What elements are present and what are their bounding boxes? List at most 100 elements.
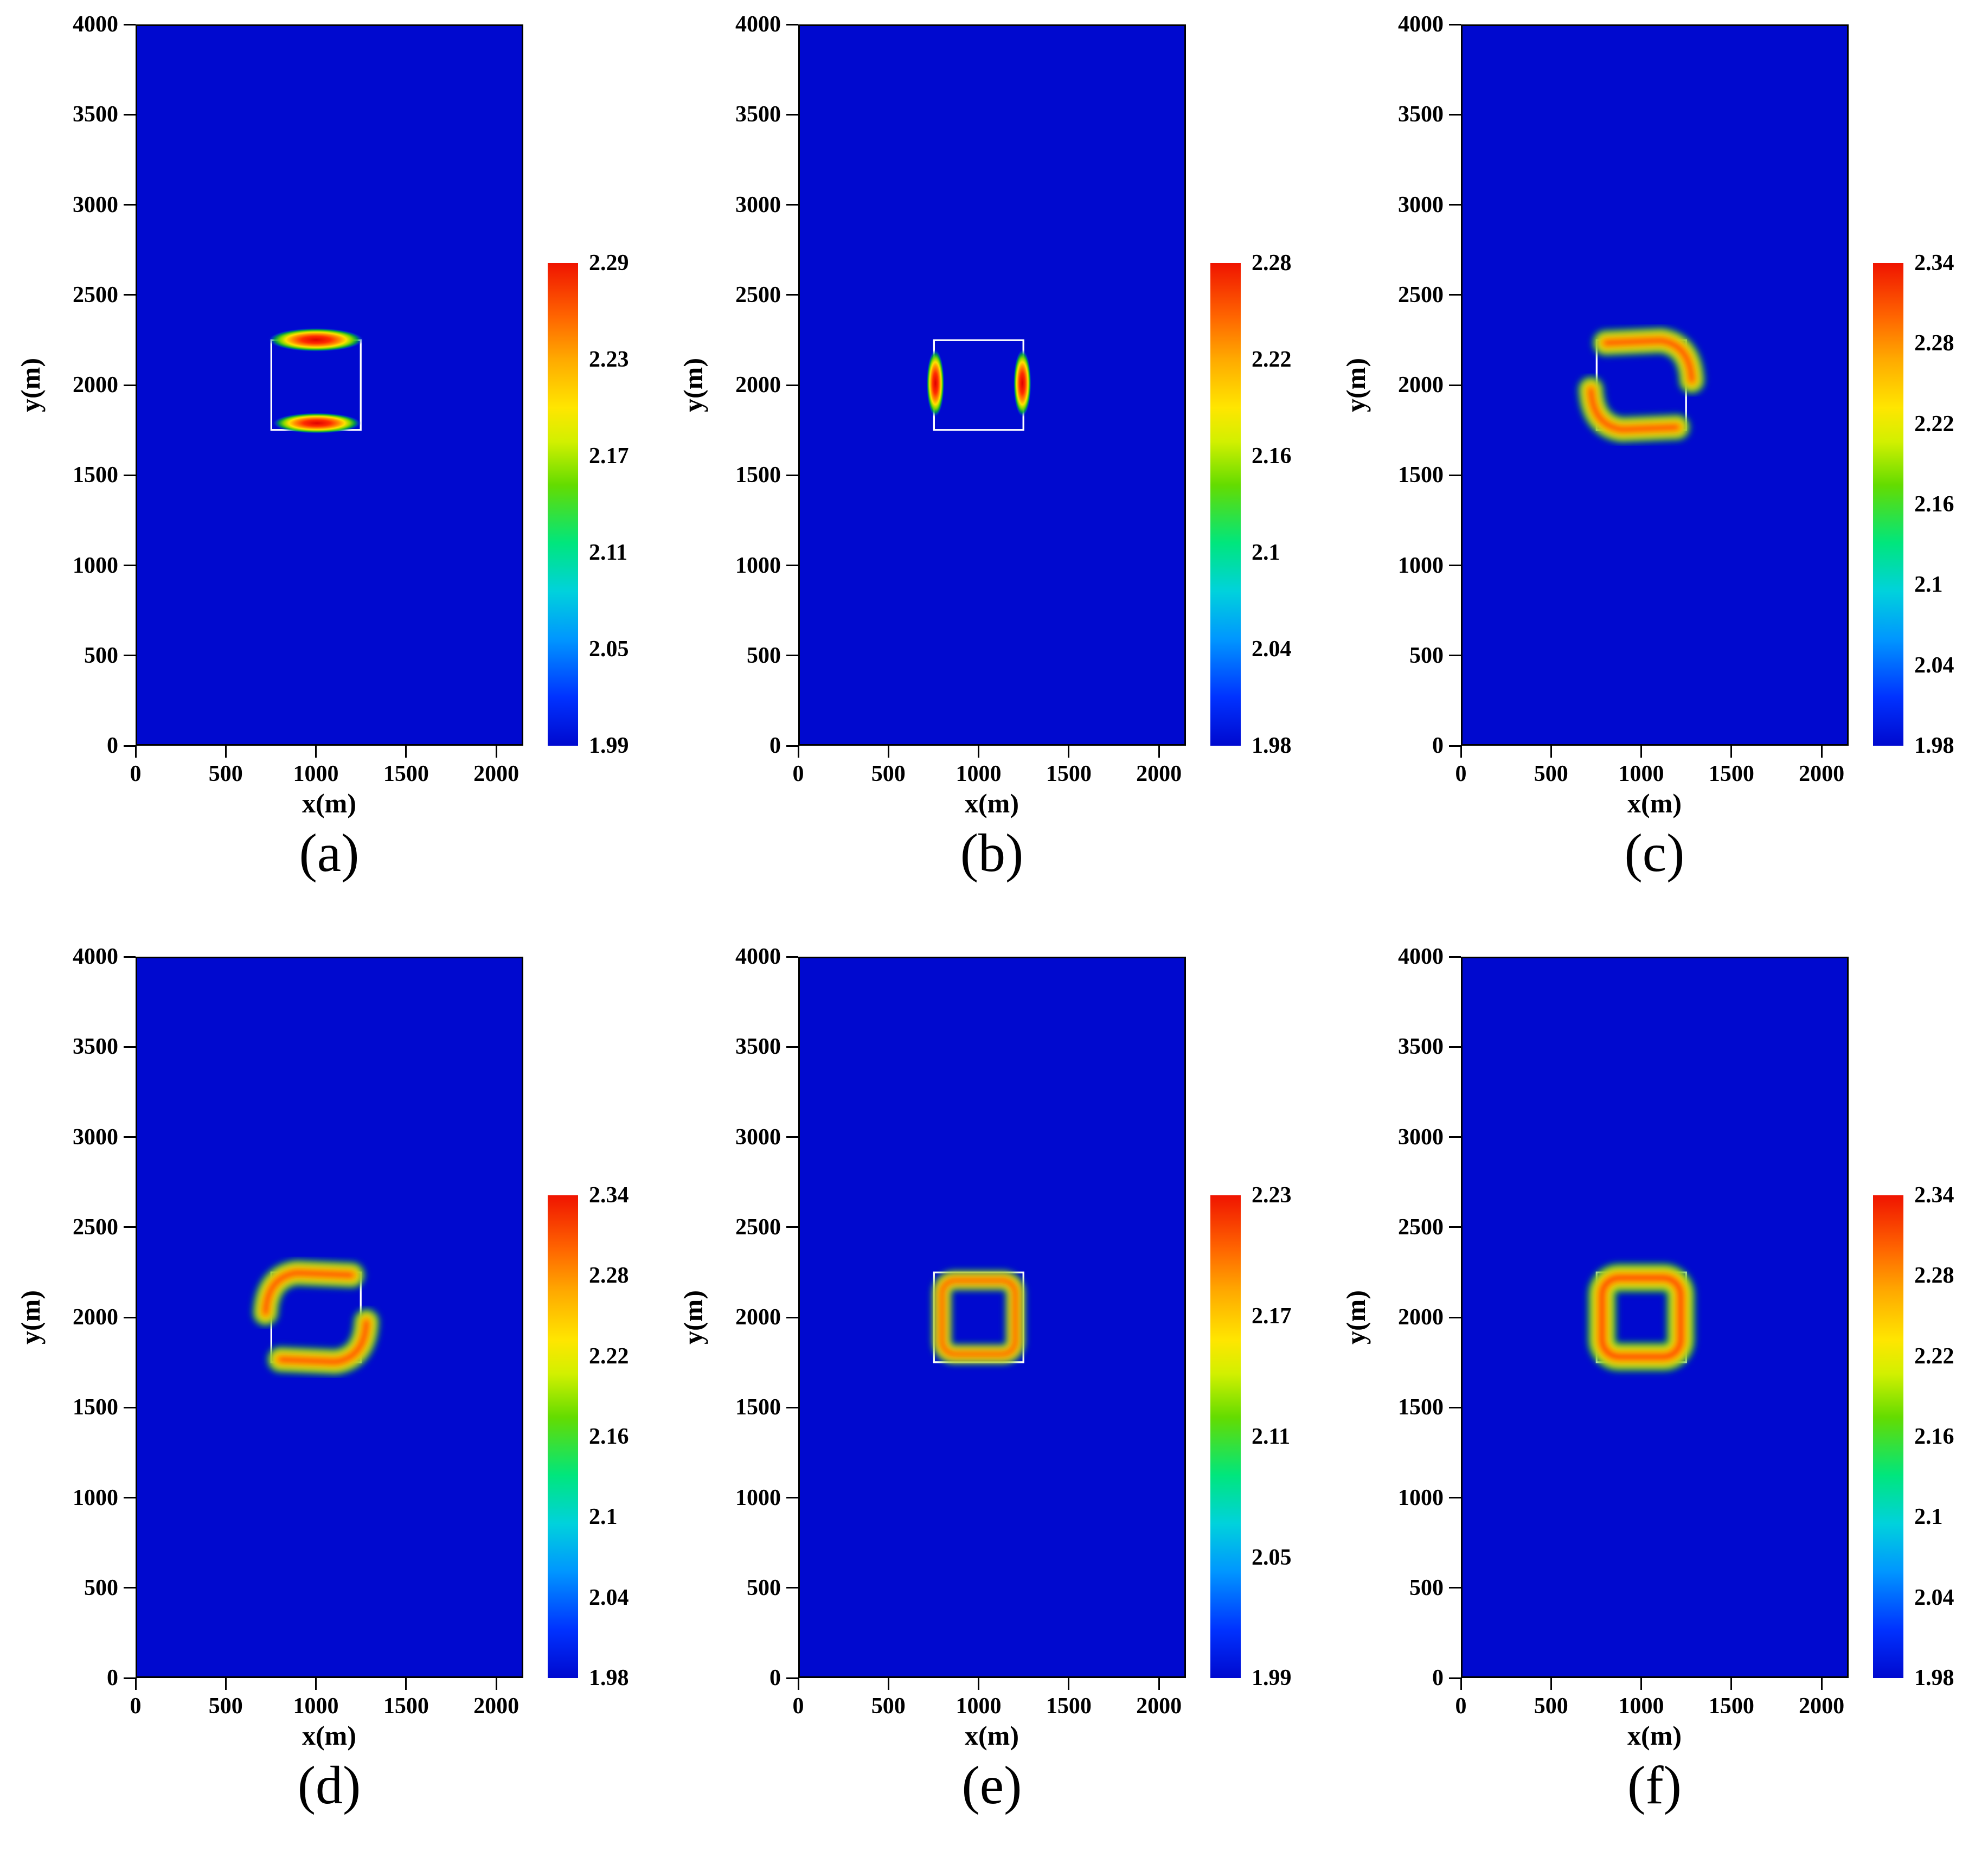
- y-tick: [124, 474, 136, 476]
- plot-area: [136, 24, 523, 746]
- x-tick: [1640, 1678, 1643, 1690]
- y-tick-label: 1500: [735, 463, 781, 488]
- heatmap-canvas: [926, 339, 1031, 431]
- panel-label: (e): [961, 1755, 1022, 1815]
- y-tick-label: 1500: [73, 1395, 118, 1420]
- colorbar-label: 2.16: [1252, 444, 1292, 469]
- panel-label: (d): [297, 1755, 361, 1815]
- y-tick: [124, 1136, 136, 1138]
- y-tick: [124, 655, 136, 657]
- panel-label: (f): [1627, 1755, 1682, 1815]
- y-tick: [786, 1136, 798, 1138]
- colorbar: [548, 263, 578, 746]
- x-tick-label: 500: [871, 1694, 906, 1719]
- x-tick: [887, 1678, 889, 1690]
- y-tick-label: 1000: [1398, 1485, 1444, 1510]
- y-tick-label: 3000: [735, 1124, 781, 1150]
- x-tick: [1158, 1678, 1160, 1690]
- colorbar-label: 2.04: [1914, 1585, 1954, 1610]
- heatmap-canvas: [268, 328, 364, 434]
- y-tick: [1449, 1406, 1461, 1408]
- y-tick: [786, 745, 798, 747]
- y-tick: [786, 956, 798, 958]
- y-tick: [1449, 745, 1461, 747]
- y-tick-label: 4000: [1398, 944, 1444, 969]
- y-tick: [124, 1587, 136, 1589]
- y-tick-label: 2000: [73, 1305, 118, 1330]
- x-tick-label: 1000: [955, 761, 1002, 786]
- y-tick-label: 500: [747, 643, 781, 668]
- y-tick: [1449, 1046, 1461, 1048]
- x-axis-title: x(m): [965, 788, 1019, 818]
- y-tick-label: 1000: [735, 1485, 781, 1510]
- y-tick-label: 4000: [735, 944, 781, 969]
- y-tick: [786, 384, 798, 386]
- y-tick: [124, 1046, 136, 1048]
- x-tick-label: 500: [871, 761, 906, 786]
- y-tick: [1449, 474, 1461, 476]
- y-tick-label: 3000: [73, 1124, 118, 1150]
- y-tick-label: 1000: [1398, 553, 1444, 578]
- x-axis-title: x(m): [965, 1720, 1019, 1751]
- panel-label: (c): [1624, 823, 1685, 883]
- y-tick: [786, 1406, 798, 1408]
- y-tick: [1449, 565, 1461, 566]
- heatmap-canvas: [1587, 1263, 1696, 1372]
- y-tick-label: 2500: [1398, 1214, 1444, 1240]
- colorbar-label: 2.34: [1914, 1183, 1954, 1208]
- x-tick: [1820, 746, 1823, 758]
- x-tick: [887, 746, 889, 758]
- panel: y(m) x(m) (f) 0 500 1000 1500 2000 2500 3000 35…: [1325, 932, 1988, 1864]
- y-tick: [124, 1677, 136, 1679]
- colorbar-label: 2.28: [589, 1263, 629, 1289]
- y-tick: [786, 1046, 798, 1048]
- y-tick-label: 3500: [735, 1034, 781, 1060]
- x-tick: [405, 746, 407, 758]
- y-tick: [124, 23, 136, 25]
- x-tick-label: 0: [792, 761, 804, 786]
- x-tick: [797, 746, 799, 758]
- y-tick-label: 2000: [735, 373, 781, 398]
- x-tick-label: 0: [1455, 761, 1467, 786]
- x-tick: [315, 1678, 317, 1690]
- colorbar-label: 1.98: [1914, 1666, 1954, 1690]
- y-tick-label: 3500: [73, 1034, 118, 1060]
- x-tick-label: 1000: [955, 1694, 1002, 1719]
- colorbar-label: 2.22: [1252, 347, 1292, 372]
- y-tick-label: 2500: [73, 1214, 118, 1240]
- y-tick: [1449, 113, 1461, 116]
- y-tick-label: 500: [747, 1575, 781, 1600]
- x-tick-label: 1500: [383, 1694, 429, 1719]
- x-axis-title: x(m): [302, 788, 356, 818]
- x-axis-title: x(m): [1627, 1720, 1682, 1751]
- y-tick: [786, 1677, 798, 1679]
- y-tick-label: 1500: [73, 463, 118, 488]
- x-tick-label: 1500: [1046, 1694, 1092, 1719]
- y-tick-label: 2000: [73, 373, 118, 398]
- plot-area: [136, 957, 523, 1678]
- y-tick: [1449, 384, 1461, 386]
- y-tick: [786, 1316, 798, 1318]
- y-tick: [1449, 23, 1461, 25]
- y-tick: [786, 655, 798, 657]
- y-tick-label: 3000: [1398, 1124, 1444, 1150]
- colorbar-label: 2.17: [589, 444, 629, 469]
- colorbar-label: 2.1: [589, 1504, 618, 1530]
- y-tick-label: 2000: [1398, 1305, 1444, 1330]
- x-tick: [1460, 746, 1462, 758]
- colorbar-label: 2.16: [589, 1424, 629, 1449]
- y-tick-label: 2000: [1398, 373, 1444, 398]
- y-tick-label: 0: [107, 1666, 118, 1690]
- colorbar-label: 2.1: [1914, 1504, 1943, 1530]
- plot-area: [798, 957, 1186, 1678]
- y-tick-label: 4000: [735, 12, 781, 37]
- y-tick: [1449, 655, 1461, 657]
- x-tick: [405, 1678, 407, 1690]
- y-tick: [786, 1226, 798, 1228]
- x-tick-label: 500: [1534, 1694, 1568, 1719]
- x-axis-title: x(m): [1627, 788, 1682, 818]
- x-tick-label: 2000: [1799, 1694, 1845, 1719]
- heatmap-canvas: [1577, 327, 1705, 443]
- y-tick: [124, 294, 136, 296]
- x-tick: [1550, 1678, 1552, 1690]
